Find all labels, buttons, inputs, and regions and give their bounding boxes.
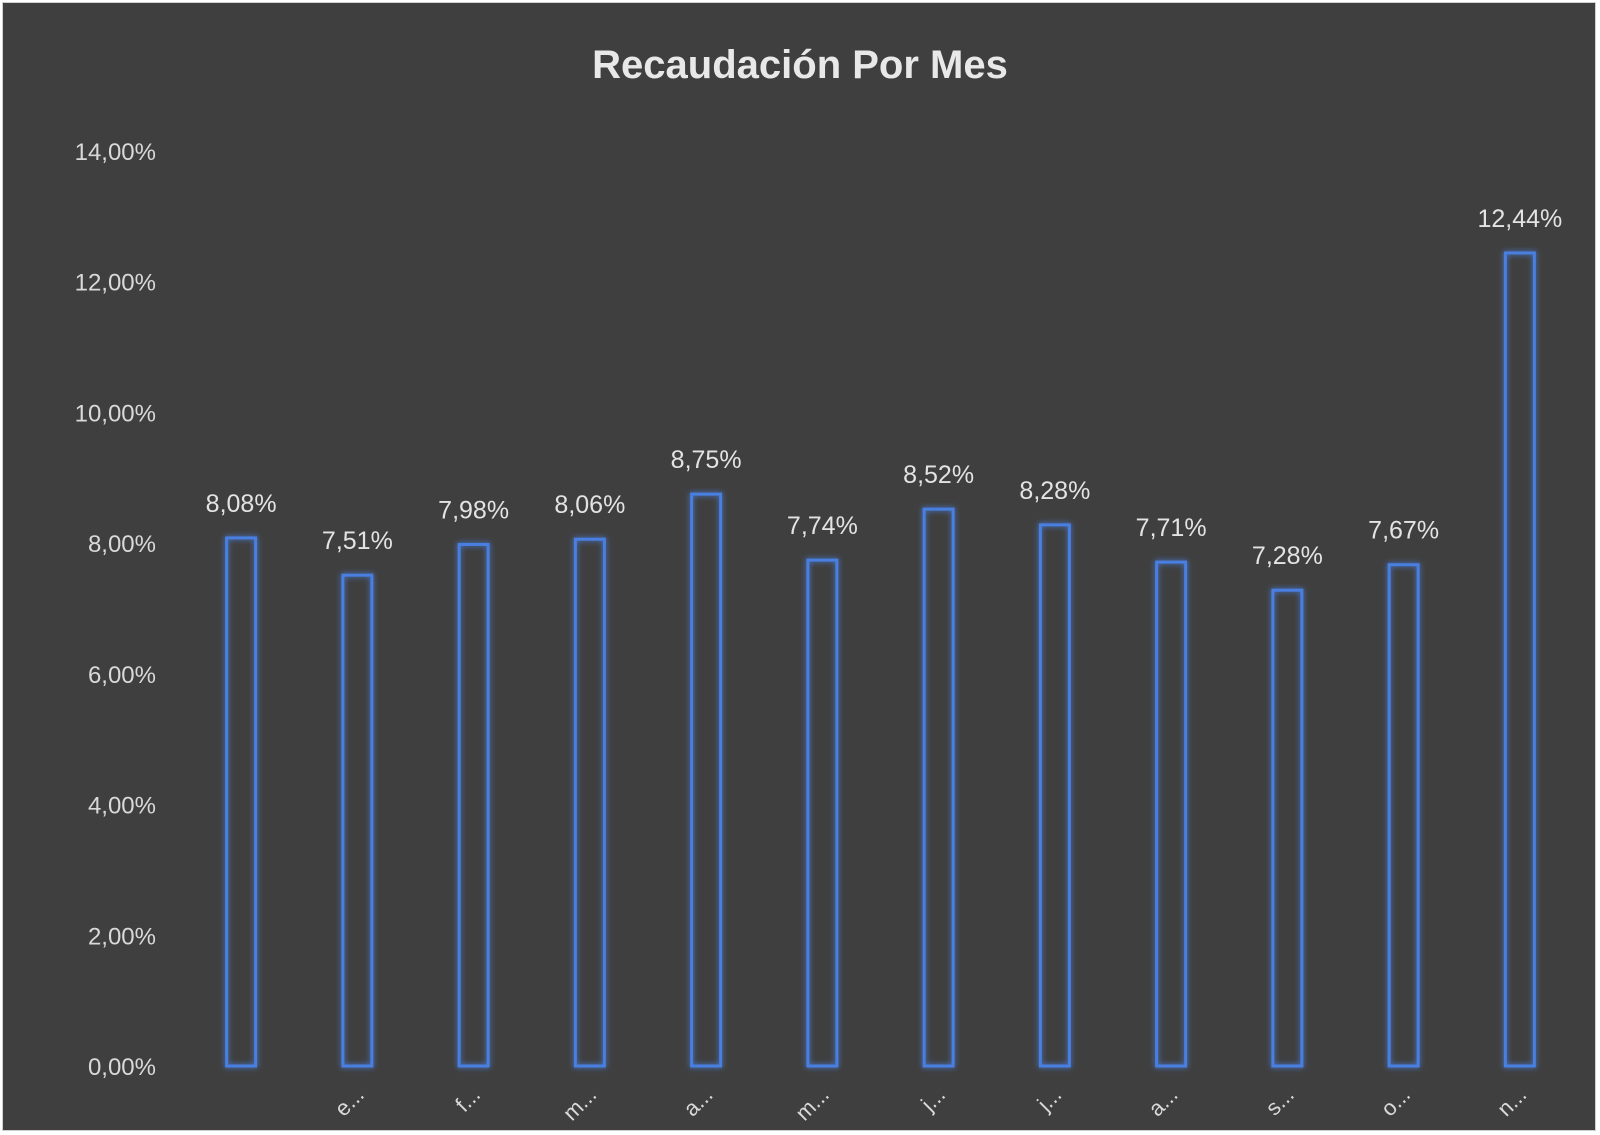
data-label: 8,52%	[903, 461, 974, 489]
data-label: 8,08%	[206, 490, 277, 518]
data-label: 8,28%	[1019, 477, 1090, 505]
data-label: 7,67%	[1368, 517, 1439, 545]
x-tick-label: a...	[678, 1082, 717, 1121]
y-tick-label: 10,00%	[75, 400, 156, 427]
data-label: 7,74%	[787, 512, 858, 540]
bar	[922, 507, 955, 1068]
bar	[1503, 251, 1536, 1068]
bar	[690, 492, 723, 1068]
x-tick-label: f...	[450, 1082, 485, 1117]
bar	[457, 542, 490, 1068]
y-tick-label: 4,00%	[88, 793, 156, 820]
bar	[1271, 588, 1304, 1068]
x-tick-label: j...	[915, 1082, 950, 1117]
y-tick-label: 0,00%	[88, 1054, 156, 1081]
x-tick-label: a...	[1143, 1082, 1182, 1121]
data-label: 7,51%	[322, 527, 393, 555]
chart-title: Recaudación Por Mes	[592, 43, 1008, 87]
data-label: 8,75%	[671, 446, 742, 474]
y-tick-label: 6,00%	[88, 662, 156, 689]
y-tick-label: 2,00%	[88, 923, 156, 950]
bar	[341, 573, 374, 1068]
y-axis: 0,00% 2,00% 4,00% 6,00% 8,00% 10,00% 12,00% 14,…	[75, 139, 156, 1081]
data-label: 12,44%	[1477, 205, 1562, 233]
x-tick-label: s...	[1260, 1082, 1298, 1120]
data-label: 8,06%	[554, 491, 625, 519]
bar	[1155, 560, 1188, 1068]
bars	[225, 251, 1536, 1068]
bar	[573, 537, 606, 1068]
y-tick-label: 8,00%	[88, 531, 156, 558]
bar-chart: Recaudación Por Mes 0,00% 2,00% 4,00% 6,00%…	[75, 43, 1563, 1126]
y-tick-label: 14,00%	[75, 139, 156, 166]
x-tick-label: o...	[1376, 1082, 1415, 1121]
data-label: 7,71%	[1136, 514, 1207, 542]
bar	[806, 558, 839, 1068]
bar	[1038, 523, 1071, 1068]
data-label: 7,28%	[1252, 542, 1323, 570]
x-tick-label: e...	[330, 1082, 369, 1121]
x-axis: e... f... m... a... m... j... j... a... s... o...…	[330, 1082, 1532, 1126]
x-tick-label: j...	[1032, 1082, 1067, 1117]
bar	[1387, 563, 1420, 1068]
x-tick-label: n...	[1492, 1082, 1531, 1121]
value-labels: 8,08% 7,51% 7,98% 8,06% 8,75% 7,74% 8,52% 8,28%…	[206, 205, 1563, 570]
y-tick-label: 12,00%	[75, 270, 156, 297]
x-tick-label: m...	[790, 1082, 834, 1126]
data-label: 7,98%	[438, 496, 509, 524]
x-tick-label: m...	[558, 1082, 602, 1126]
bar	[225, 536, 258, 1068]
